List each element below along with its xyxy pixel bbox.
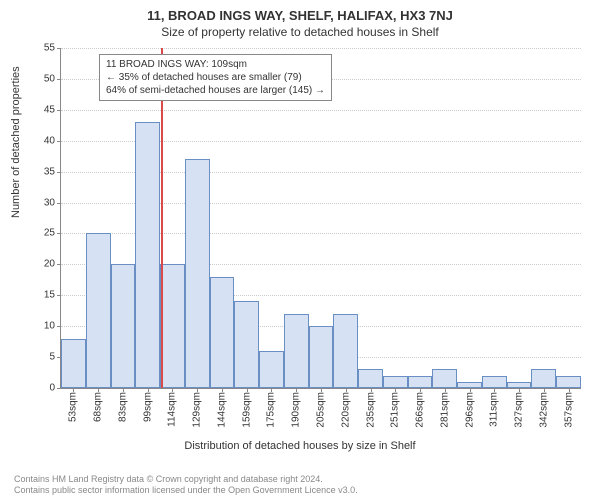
y-axis-label: Number of detached properties xyxy=(10,66,22,218)
ytick-mark xyxy=(57,141,61,142)
ytick-label: 40 xyxy=(25,135,55,146)
xtick-label: 99sqm xyxy=(142,392,153,422)
annotation-line1: 11 BROAD INGS WAY: 109sqm xyxy=(106,58,325,71)
bar xyxy=(309,326,334,388)
footer-attribution: Contains HM Land Registry data © Crown c… xyxy=(14,474,358,496)
ytick-label: 25 xyxy=(25,228,55,239)
bar xyxy=(234,301,259,388)
bar xyxy=(86,233,111,388)
ytick-mark xyxy=(57,326,61,327)
ytick-label: 5 xyxy=(25,352,55,363)
plot-wrap: 051015202530354045505553sqm68sqm83sqm99s… xyxy=(60,48,580,388)
xtick-label: 220sqm xyxy=(340,392,351,428)
bar xyxy=(358,369,383,388)
ytick-label: 20 xyxy=(25,259,55,270)
bar xyxy=(259,351,284,388)
ytick-label: 50 xyxy=(25,73,55,84)
annotation-box: 11 BROAD INGS WAY: 109sqm← 35% of detach… xyxy=(99,54,332,101)
annotation-line3: 64% of semi-detached houses are larger (… xyxy=(106,84,325,97)
bar xyxy=(333,314,358,388)
ytick-label: 35 xyxy=(25,166,55,177)
bar xyxy=(408,376,433,388)
chart-title: 11, BROAD INGS WAY, SHELF, HALIFAX, HX3 … xyxy=(0,0,600,23)
bar xyxy=(531,369,556,388)
xtick-label: 357sqm xyxy=(563,392,574,428)
gridline xyxy=(61,48,581,49)
ytick-label: 0 xyxy=(25,383,55,394)
xtick-label: 114sqm xyxy=(167,392,178,427)
xtick-label: 342sqm xyxy=(538,392,549,428)
ytick-label: 15 xyxy=(25,290,55,301)
ytick-mark xyxy=(57,110,61,111)
footer-line1: Contains HM Land Registry data © Crown c… xyxy=(14,474,358,485)
bar xyxy=(432,369,457,388)
ytick-mark xyxy=(57,264,61,265)
xtick-label: 251sqm xyxy=(390,392,401,428)
bar xyxy=(61,339,86,388)
xtick-label: 83sqm xyxy=(117,392,128,422)
bar xyxy=(284,314,309,388)
bar xyxy=(160,264,185,388)
bar xyxy=(210,277,235,388)
ytick-label: 30 xyxy=(25,197,55,208)
gridline xyxy=(61,110,581,111)
bar xyxy=(135,122,160,388)
xtick-label: 190sqm xyxy=(291,392,302,428)
xtick-label: 266sqm xyxy=(415,392,426,428)
ytick-label: 10 xyxy=(25,321,55,332)
xtick-label: 311sqm xyxy=(489,392,500,427)
xtick-label: 53sqm xyxy=(68,392,79,422)
annotation-line2: ← 35% of detached houses are smaller (79… xyxy=(106,71,325,84)
xtick-label: 296sqm xyxy=(464,392,475,428)
bar xyxy=(383,376,408,388)
chart-container: 11, BROAD INGS WAY, SHELF, HALIFAX, HX3 … xyxy=(0,0,600,500)
footer-line2: Contains public sector information licen… xyxy=(14,485,358,496)
bar xyxy=(482,376,507,388)
xtick-label: 205sqm xyxy=(316,392,327,428)
xtick-label: 327sqm xyxy=(514,392,525,428)
xtick-label: 144sqm xyxy=(216,392,227,428)
ytick-mark xyxy=(57,295,61,296)
ytick-label: 55 xyxy=(25,43,55,54)
xtick-label: 235sqm xyxy=(365,392,376,428)
ytick-mark xyxy=(57,388,61,389)
plot-area: 051015202530354045505553sqm68sqm83sqm99s… xyxy=(60,48,581,389)
xtick-label: 129sqm xyxy=(192,392,203,428)
ytick-mark xyxy=(57,79,61,80)
ytick-mark xyxy=(57,172,61,173)
x-axis-label: Distribution of detached houses by size … xyxy=(0,440,600,452)
ytick-mark xyxy=(57,48,61,49)
xtick-label: 281sqm xyxy=(439,392,450,428)
ytick-mark xyxy=(57,233,61,234)
xtick-label: 68sqm xyxy=(93,392,104,422)
xtick-label: 175sqm xyxy=(266,392,277,428)
chart-subtitle: Size of property relative to detached ho… xyxy=(0,23,600,39)
bar xyxy=(185,159,210,388)
ytick-mark xyxy=(57,203,61,204)
bar xyxy=(556,376,581,388)
ytick-label: 45 xyxy=(25,104,55,115)
xtick-label: 159sqm xyxy=(241,392,252,428)
bar xyxy=(111,264,136,388)
